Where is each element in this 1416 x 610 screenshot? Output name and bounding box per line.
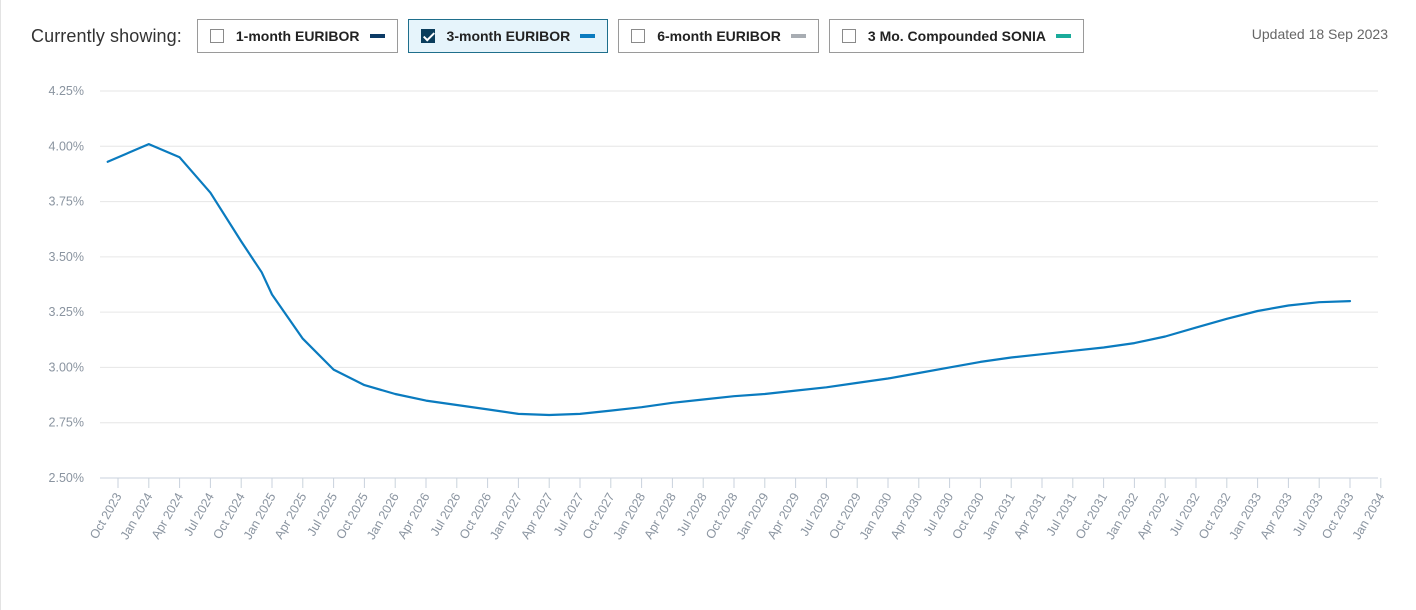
series-swatch [369,34,385,38]
series-swatch [790,34,806,38]
toggle-3-mo-compounded-sonia[interactable]: 3 Mo. Compounded SONIA [828,19,1084,53]
series-swatch [1056,34,1071,38]
y-tick-label: 4.00% [49,139,84,153]
left-border [0,0,1,610]
checkbox-icon[interactable] [209,29,224,43]
series-line-3-month-euribor [106,142,1352,417]
toggle-label: 6-month EURIBOR [657,28,781,44]
toggle-label: 3 Mo. Compounded SONIA [867,28,1046,44]
toggle-label: 3-month EURIBOR [446,28,571,44]
y-tick-label: 2.75% [49,416,84,430]
y-tick-label: 4.25% [49,84,84,98]
series-selector: Currently showing: 1-month EURIBOR 3-mon… [31,18,1094,54]
updated-date: Updated 18 Sep 2023 [1251,26,1388,42]
checkbox-icon[interactable] [631,29,646,43]
line-chart: 2.50% 2.75% 3.00% 3.25% 3.50% 3.75% 4.00% 4.25%… [49,84,1388,542]
toggle-6-month-euribor[interactable]: 6-month EURIBOR [618,19,819,53]
y-tick-label: 3.25% [49,305,84,319]
y-tick-label: 3.00% [49,360,84,374]
series-swatch [580,34,596,38]
y-tick-label: 2.50% [49,471,84,485]
toggle-3-month-euribor[interactable]: 3-month EURIBOR [407,19,609,53]
toggle-1-month-euribor[interactable]: 1-month EURIBOR [196,19,398,53]
currently-showing-label: Currently showing: [31,25,182,46]
checkbox-icon[interactable] [841,29,856,43]
checkbox-icon[interactable] [420,29,435,43]
y-tick-label: 3.50% [49,250,84,264]
toggle-label: 1-month EURIBOR [235,28,360,44]
y-tick-label: 3.75% [49,195,84,209]
